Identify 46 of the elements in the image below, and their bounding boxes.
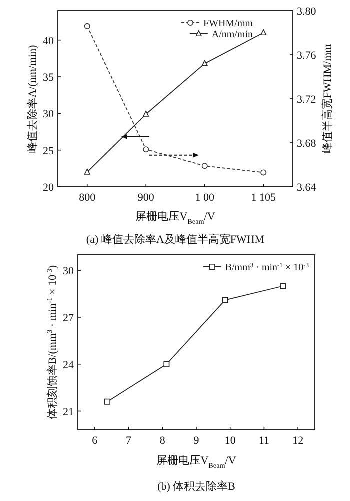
- legend-label: FWHM/mm: [204, 18, 254, 30]
- point: [84, 168, 90, 175]
- y-tick-label: 25: [43, 145, 54, 158]
- point: [84, 23, 90, 30]
- x-tick-label: 6: [92, 435, 98, 447]
- x-axis-title: 屏栅电压V$_{Beam}$/V: [136, 210, 216, 226]
- x-axis-title: 屏栅电压V$_{Beam}$/V: [156, 454, 236, 470]
- y-tick-label: 40: [43, 35, 54, 48]
- y-tick-label: 27: [63, 312, 74, 324]
- point: [202, 163, 208, 170]
- text: (a) 峰值去除率A及峰值半高宽FWHM: [86, 233, 265, 246]
- point: [260, 170, 267, 176]
- legend-label: A/nm/min: [212, 30, 253, 40]
- y2-tick-label: 3.72: [297, 94, 316, 106]
- y-tick-label: 21: [63, 406, 74, 418]
- x-tick-label: 1 00: [195, 192, 215, 204]
- point: [104, 398, 110, 405]
- y2-tick-label: 3.76: [297, 50, 317, 62]
- y2-tick-label: 3.80: [297, 6, 317, 18]
- y-tick-label: 30: [63, 266, 74, 278]
- y2-tick-label: 3.68: [297, 138, 317, 150]
- x-tick-label: 900: [138, 192, 155, 204]
- x-tick-label: 11: [258, 435, 270, 447]
- point: [202, 60, 208, 66]
- x-tick-label: 7: [126, 435, 132, 447]
- y-tick-label: 20: [43, 182, 54, 194]
- x-tick-label: 8: [160, 435, 166, 447]
- x-tick-label: 10: [224, 435, 236, 447]
- point: [164, 361, 170, 368]
- y-tick-label: 35: [43, 72, 54, 84]
- point: [260, 30, 267, 36]
- y-tick-label: 24: [63, 359, 74, 372]
- y2-axis-title: 峰值半高宽FWHM/mm: [321, 44, 334, 154]
- point: [222, 297, 228, 304]
- text: (b) 体积去除率B: [158, 480, 236, 493]
- y-tick-label: 30: [43, 108, 54, 121]
- y-axis-title: 峰值去除率A/(nm/min): [26, 44, 39, 153]
- x-tick-label: 9: [194, 435, 200, 447]
- point: [280, 283, 286, 290]
- legend-label: B/mm$^{3}$ · min$^{-1}$ × 10$^{-3}$: [225, 262, 309, 274]
- x-tick-label: 800: [79, 192, 96, 204]
- x-tick-label: 12: [292, 435, 304, 447]
- x-tick-label: 1 105: [251, 192, 276, 204]
- y2-tick-label: 3.64: [297, 182, 317, 194]
- point: [143, 110, 150, 117]
- point: [143, 146, 150, 153]
